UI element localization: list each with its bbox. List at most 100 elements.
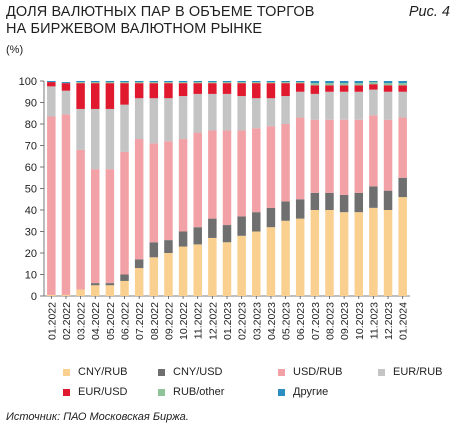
bar-segment-eur-rub <box>105 108 115 170</box>
bar-segment-eur-usd <box>266 83 276 99</box>
x-tick-label: 06.2023 <box>295 302 307 340</box>
bar-segment-eur-rub <box>325 91 334 120</box>
bar-segment-rub-other <box>339 83 349 86</box>
legend-swatch <box>158 388 165 396</box>
bar-segment-cny-usd <box>310 192 320 210</box>
legend-item: RUB/other <box>158 386 224 398</box>
bar-segment-другие <box>208 81 217 83</box>
bar-segment-rub-other <box>120 82 129 84</box>
y-tick-label: 40 <box>25 205 37 217</box>
bar-segment-cny-usd <box>354 192 364 213</box>
chart-title: ДОЛЯ ВАЛЮТНЫХ ПАР В ОБЪЕМЕ ТОРГОВ НА БИР… <box>6 4 315 38</box>
legend-label: CNY/RUB <box>78 366 128 378</box>
legend-item: Другие <box>278 386 328 398</box>
chart-title-line1: ДОЛЯ ВАЛЮТНЫХ ПАР В ОБЪЕМЕ ТОРГОВ <box>6 4 315 20</box>
bar-segment-rub-other <box>383 83 393 86</box>
x-tick-label: 03.2022 <box>76 302 88 340</box>
bar-segment-cny-usd <box>208 218 217 238</box>
bar-segment-eur-usd <box>310 85 320 94</box>
bar-segment-cny-rub <box>237 235 246 296</box>
bar-segment-eur-usd <box>222 83 232 94</box>
legend-label: CNY/USD <box>173 366 223 378</box>
legend-item: EUR/USD <box>63 386 128 398</box>
bar-segment-eur-usd <box>208 83 217 94</box>
bar-segment-cny-usd <box>105 283 115 286</box>
y-axis-unit: (%) <box>6 44 24 56</box>
bar-segment-другие <box>237 81 246 83</box>
bar-segment-eur-usd <box>61 83 71 91</box>
bar-segment-cny-usd <box>252 212 261 232</box>
bar-segment-cny-rub <box>222 242 232 296</box>
y-tick-label: 70 <box>25 141 37 153</box>
bar-segment-cny-rub <box>208 237 217 296</box>
bar-segment-rub-other <box>208 82 217 84</box>
bar-segment-cny-usd <box>295 199 305 219</box>
bar-segment-usd-rub <box>310 119 320 193</box>
bar-segment-cny-usd <box>134 259 144 269</box>
x-tick-label: 01.2022 <box>46 302 58 340</box>
bar-segment-другие <box>310 81 320 84</box>
bar-segment-другие <box>105 81 115 83</box>
x-tick-label: 10.2022 <box>178 302 190 340</box>
bar-segment-eur-usd <box>90 83 100 109</box>
bar-segment-cny-rub <box>178 246 188 296</box>
bar-segment-eur-usd <box>252 83 261 99</box>
bar-segment-cny-usd <box>369 186 378 208</box>
y-tick-label: 100 <box>19 76 37 88</box>
bar-segment-cny-rub <box>325 210 334 296</box>
bar-segment-rub-other <box>178 82 188 84</box>
bar-segment-usd-rub <box>339 119 349 195</box>
bar-segment-cny-usd <box>149 242 159 258</box>
bar-segment-rub-other <box>354 83 364 86</box>
bar-segment-eur-rub <box>76 108 85 150</box>
x-tick-label: 09.2023 <box>339 302 351 340</box>
bar-segment-rub-other <box>105 82 115 84</box>
legend-label: USD/RUB <box>293 366 343 378</box>
x-tick-label: 08.2022 <box>149 302 161 340</box>
bar-segment-cny-rub <box>383 210 393 296</box>
x-tick-label: 02.2022 <box>61 302 73 340</box>
bar-segment-eur-usd <box>193 83 202 94</box>
x-tick-label: 04.2022 <box>90 302 102 340</box>
x-tick-label: 10.2023 <box>354 302 366 340</box>
bar-segment-cny-rub <box>339 212 349 296</box>
bar-segment-другие <box>61 82 71 84</box>
bar-segment-eur-rub <box>134 98 144 140</box>
bar-segment-cny-usd <box>178 231 188 247</box>
x-tick-label: 01.2024 <box>398 302 410 340</box>
legend-swatch <box>158 368 165 376</box>
bar-segment-usd-rub <box>325 119 334 193</box>
legend-item: CNY/USD <box>158 366 223 378</box>
x-tick-label: 03.2023 <box>251 302 263 340</box>
bar-segment-cny-usd <box>398 177 407 198</box>
bar-segment-usd-rub <box>164 141 173 241</box>
bar-segment-rub-other <box>369 82 378 85</box>
bar-segment-eur-rub <box>237 96 246 131</box>
bar-segment-eur-usd <box>178 83 188 97</box>
bar-segment-eur-rub <box>310 93 320 120</box>
bar-segment-eur-usd <box>281 83 290 97</box>
bar-segment-другие <box>222 81 232 83</box>
legend-label: EUR/USD <box>78 386 128 398</box>
bar-segment-usd-rub <box>208 130 217 219</box>
legend-item: USD/RUB <box>278 366 343 378</box>
bar-segment-eur-usd <box>398 85 407 92</box>
x-tick-label: 02.2023 <box>237 302 249 340</box>
y-tick-label: 90 <box>25 98 37 110</box>
bar-segment-eur-rub <box>398 91 407 118</box>
bar-segment-rub-other <box>398 83 407 86</box>
bar-segment-другие <box>149 81 159 83</box>
bar-segment-eur-rub <box>47 86 56 117</box>
bar-segment-usd-rub <box>252 128 261 213</box>
bar-segment-cny-rub <box>281 220 290 296</box>
bar-segment-rub-other <box>149 82 159 84</box>
bar-segment-rub-other <box>134 82 144 84</box>
bar-segment-usd-rub <box>369 115 378 187</box>
source-note: Источник: ПАО Московская Биржа. <box>6 411 189 423</box>
legend-swatch <box>278 368 285 376</box>
bar-segment-usd-rub <box>398 117 407 178</box>
bar-segment-другие <box>339 81 349 84</box>
bar-segment-другие <box>120 81 129 83</box>
bar-segment-eur-usd <box>120 83 129 105</box>
